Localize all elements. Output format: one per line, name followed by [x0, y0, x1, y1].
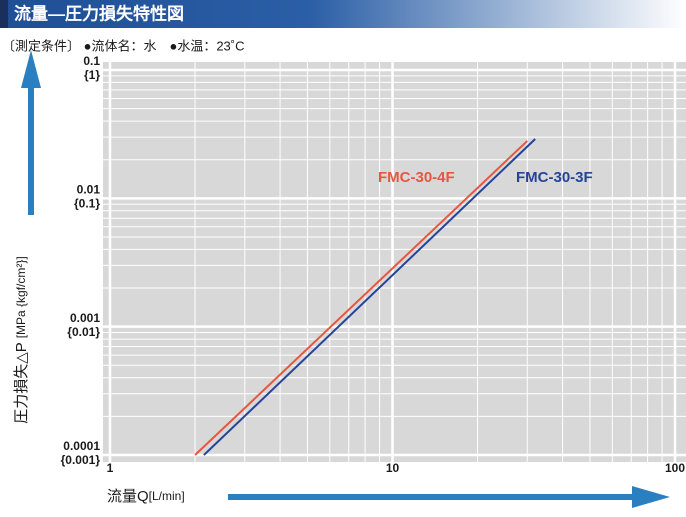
series-line — [194, 140, 528, 456]
y-tick-sublabel: {0.01} — [67, 325, 100, 339]
x-tick-label: 1 — [107, 461, 114, 475]
y-arrow-head — [21, 50, 41, 88]
y-tick-label: 0.1 — [83, 54, 100, 68]
y-axis-unit: [MPa {kgf/cm²}] — [14, 256, 28, 338]
y-tick-sublabel: {0.1} — [74, 197, 100, 211]
y-tick-label: 0.0001 — [63, 439, 100, 453]
x-axis-unit: [L/min] — [149, 489, 185, 503]
x-arrow — [228, 494, 638, 500]
y-tick-label: 0.001 — [70, 311, 100, 325]
y-arrow — [28, 85, 34, 215]
y-axis-label: 圧力損失△P [MPa {kgf/cm²}] — [13, 256, 30, 423]
y-tick-sublabel: {0.001} — [61, 453, 101, 467]
title-bar — [0, 0, 686, 28]
y-tick-sublabel: {1} — [84, 68, 100, 82]
y-tick-label: 0.01 — [77, 183, 101, 197]
series-label: FMC-30-4F — [378, 169, 455, 186]
x-axis-label: 流量Q[L/min] — [107, 488, 185, 505]
title-mark — [0, 0, 8, 28]
subtitle: 〔測定条件〕 ●流体名：水 ●水温：23˚C — [2, 38, 245, 53]
y-axis-title: 圧力損失△P — [13, 342, 30, 424]
x-tick-label: 100 — [665, 461, 685, 475]
series-label: FMC-30-3F — [516, 169, 593, 186]
chart-title: 流量―圧力損失特性図 — [14, 3, 184, 23]
plot-background — [103, 62, 686, 462]
x-tick-label: 10 — [386, 461, 400, 475]
series-line — [203, 138, 536, 456]
x-axis-title: 流量Q — [107, 488, 149, 505]
x-arrow-head — [632, 486, 670, 508]
